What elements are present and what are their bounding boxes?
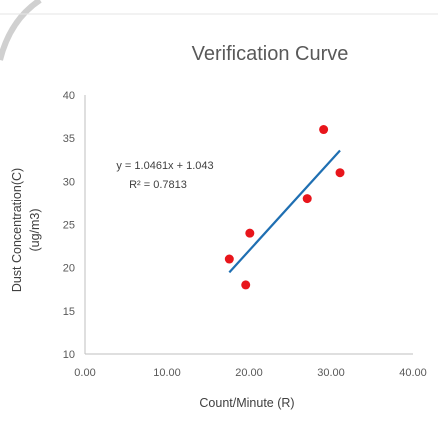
x-tick-label: 0.00 [74, 367, 95, 379]
axes [84, 95, 413, 355]
y-axis-title-line1: Dust Concentration(C) [10, 168, 24, 292]
data-point [245, 228, 255, 238]
trendline-group [228, 149, 341, 274]
corner-decoration [0, 0, 42, 61]
data-point [224, 254, 234, 264]
y-tick-label: 25 [63, 220, 75, 232]
data-points [224, 125, 345, 290]
trendline [228, 149, 341, 274]
y-tick-labels: 10 15 20 25 30 35 40 [63, 90, 75, 361]
x-tick-label: 30.00 [317, 367, 345, 379]
x-tick-label: 40.00 [399, 367, 427, 379]
y-tick-label: 35 [63, 133, 75, 145]
x-tick-label: 10.00 [153, 367, 181, 379]
trendline-equation: y = 1.0461x + 1.043 [116, 160, 213, 172]
trendline-r-squared: R² = 0.7813 [129, 179, 187, 191]
x-tick-label: 20.00 [235, 367, 263, 379]
data-point [241, 280, 251, 290]
data-point [335, 168, 345, 178]
data-point [319, 125, 329, 135]
y-tick-label: 10 [63, 349, 75, 361]
x-tick-labels: 0.00 10.00 20.00 30.00 40.00 [74, 367, 426, 379]
y-tick-label: 30 [63, 176, 75, 188]
y-tick-label: 15 [63, 306, 75, 318]
y-tick-label: 20 [63, 263, 75, 275]
chart-title: Verification Curve [192, 43, 349, 65]
y-tick-label: 40 [63, 90, 75, 102]
data-point [302, 194, 312, 204]
x-axis-title: Count/Minute (R) [199, 396, 294, 410]
y-axis-title-line2: (ug/m3) [28, 208, 42, 251]
